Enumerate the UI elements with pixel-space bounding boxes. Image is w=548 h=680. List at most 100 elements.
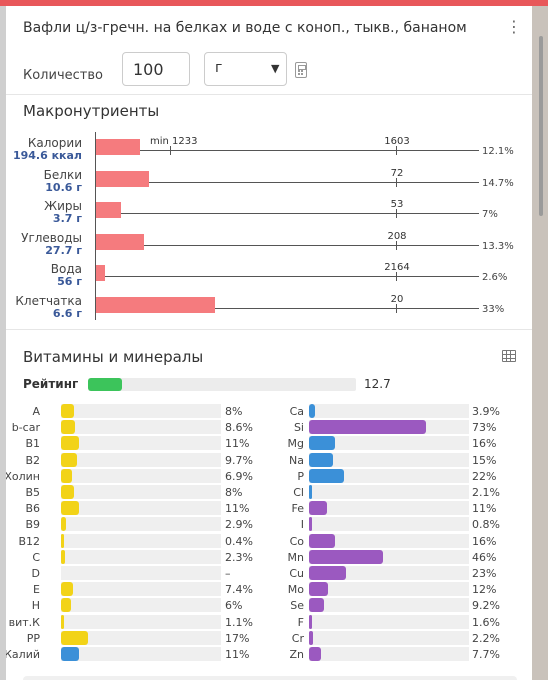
nutrient-percent: 1.1%	[225, 615, 253, 629]
nutrient-bar	[61, 404, 221, 418]
nutrient-bar-fill	[61, 468, 72, 483]
nutrient-bar-fill	[309, 630, 313, 645]
nutrient-name: P	[297, 469, 304, 483]
nutrient-name: Cu	[289, 567, 304, 580]
nutrient-bar	[309, 501, 469, 516]
macro-percent: 14.7%	[482, 177, 514, 189]
nutrient-bar	[309, 630, 469, 645]
macro-name: Углеводы	[21, 230, 82, 245]
nutrient-bar-fill	[61, 452, 77, 467]
nutrient-bar	[61, 614, 221, 629]
nutrient-bar	[309, 485, 469, 499]
macro-norm-tick	[396, 272, 397, 281]
unit-select[interactable]: г ▼	[204, 52, 287, 86]
macro-value: 56 г	[57, 275, 82, 288]
rating-value: 12.7	[364, 377, 391, 391]
quantity-label: Количество	[23, 68, 103, 83]
nutrient-name: Mg	[287, 437, 304, 451]
macro-value: 6.6 г	[52, 306, 82, 320]
nutrient-name: Холин	[6, 469, 40, 483]
nutrient-name: H	[31, 599, 40, 613]
macro-value: 10.6 г	[45, 180, 82, 194]
macro-row: Углеводы 27.7 г 208 13.3%	[6, 231, 532, 261]
nutrient-percent: 11%	[472, 502, 497, 516]
more-menu-icon[interactable]: ⋮	[506, 17, 522, 36]
bottom-panel	[23, 676, 517, 680]
nutrient-name: Mo	[287, 583, 304, 597]
nutrient-bar	[309, 614, 469, 629]
chevron-down-icon: ▼	[271, 62, 280, 75]
macro-row: Калории 194.6 ккал 1603 12.1% min 1233	[6, 136, 532, 166]
rating-bar	[88, 378, 356, 391]
macro-bar	[96, 296, 215, 313]
nutrient-bar-fill	[309, 404, 315, 418]
nutrient-bar	[309, 647, 469, 661]
unit-select-value: г	[215, 60, 223, 76]
calculator-icon[interactable]	[295, 62, 307, 78]
macro-percent: 2.6%	[482, 272, 508, 283]
macro-chart-axis	[95, 132, 96, 320]
nutrient-percent: 15%	[472, 453, 497, 467]
nutrient-name: F	[297, 615, 304, 629]
nutrient-name: Cr	[291, 631, 304, 645]
nutrient-bar	[309, 598, 469, 613]
nutrient-percent: 73%	[472, 421, 497, 435]
nutrient-bar-fill	[309, 549, 383, 564]
nutrient-bar-fill	[309, 436, 335, 451]
nutrient-bar	[309, 420, 469, 435]
macro-norm-line	[96, 244, 479, 246]
macro-bar	[96, 233, 144, 250]
nutrient-bar	[309, 404, 469, 418]
nutrient-bar-fill	[61, 517, 66, 532]
nutrient-name: B2	[25, 453, 40, 467]
macro-norm-value: 20	[390, 293, 404, 305]
macro-norm-line	[96, 181, 479, 183]
scrollbar-thumb[interactable]	[539, 36, 543, 216]
nutrient-bar	[61, 598, 221, 613]
nutrient-percent: 12%	[472, 583, 497, 597]
nutrient-name: Калий	[6, 648, 40, 661]
nutrient-bar-fill	[61, 501, 79, 516]
macro-bar	[96, 265, 105, 281]
macro-row: Вода 56 г 2164 2.6%	[6, 262, 532, 292]
macro-name: Белки	[43, 167, 82, 182]
page-scrollbar[interactable]	[532, 6, 548, 680]
nutrient-name: Ca	[289, 405, 304, 418]
macro-norm-tick	[396, 177, 397, 187]
nutrient-percent: 2.3%	[225, 550, 253, 564]
macro-bar	[96, 139, 140, 155]
nutrient-name: Zn	[289, 648, 304, 661]
macro-percent: 12.1%	[482, 146, 514, 157]
macro-norm-tick	[396, 146, 397, 155]
nutrient-percent: 11%	[225, 648, 250, 661]
nutrient-name: B9	[25, 518, 40, 532]
nutrient-bar	[309, 468, 469, 483]
nutrient-percent: 9.7%	[225, 453, 253, 467]
macro-norm-value: 1603	[384, 136, 410, 147]
nutrient-bar	[61, 582, 221, 597]
vitamins-section-title: Витамины и минералы	[23, 348, 204, 366]
background-left	[0, 6, 6, 680]
nutrient-bar-fill	[61, 404, 74, 418]
nutrient-name: Cl	[293, 486, 304, 499]
nutrient-bar-fill	[61, 647, 79, 661]
nutrient-bar-fill	[309, 485, 312, 499]
nutrient-percent: 8%	[225, 486, 243, 499]
nutrient-percent: 16%	[472, 534, 497, 548]
macro-norm-tick	[396, 240, 397, 250]
divider	[6, 329, 532, 330]
table-view-icon[interactable]	[502, 350, 516, 362]
nutrient-percent: 16%	[472, 437, 497, 451]
macros-section-title: Макронутриенты	[23, 102, 160, 120]
nutrient-percent: 46%	[472, 550, 497, 564]
nutrient-bar	[61, 501, 221, 516]
nutrient-name: B5	[25, 486, 40, 499]
nutrient-bar	[309, 582, 469, 597]
nutrient-name: E	[33, 583, 40, 597]
macro-bar	[96, 170, 149, 187]
macro-min-tick	[170, 146, 171, 155]
divider	[6, 94, 532, 95]
nutrient-bar-fill	[61, 533, 64, 548]
quantity-input[interactable]	[122, 52, 190, 86]
nutrient-bar-fill	[309, 533, 335, 548]
